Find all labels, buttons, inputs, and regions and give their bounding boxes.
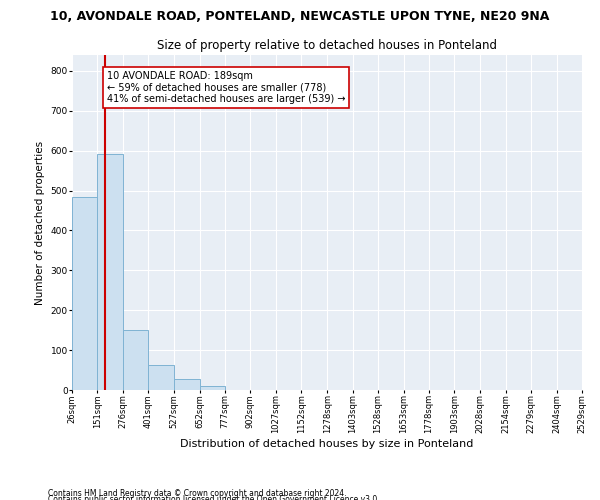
Bar bbox=[174, 379, 200, 390]
Bar bbox=[148, 366, 174, 390]
Bar bbox=[97, 154, 123, 390]
Text: Contains HM Land Registry data © Crown copyright and database right 2024.: Contains HM Land Registry data © Crown c… bbox=[48, 488, 347, 498]
Bar bbox=[200, 386, 225, 390]
X-axis label: Distribution of detached houses by size in Ponteland: Distribution of detached houses by size … bbox=[181, 439, 473, 449]
Text: Contains public sector information licensed under the Open Government Licence v3: Contains public sector information licen… bbox=[48, 495, 380, 500]
Y-axis label: Number of detached properties: Number of detached properties bbox=[35, 140, 45, 304]
Text: 10 AVONDALE ROAD: 189sqm
← 59% of detached houses are smaller (778)
41% of semi-: 10 AVONDALE ROAD: 189sqm ← 59% of detach… bbox=[107, 71, 346, 104]
Bar bbox=[72, 196, 97, 390]
Bar bbox=[123, 330, 148, 390]
Text: 10, AVONDALE ROAD, PONTELAND, NEWCASTLE UPON TYNE, NE20 9NA: 10, AVONDALE ROAD, PONTELAND, NEWCASTLE … bbox=[50, 10, 550, 23]
Title: Size of property relative to detached houses in Ponteland: Size of property relative to detached ho… bbox=[157, 40, 497, 52]
